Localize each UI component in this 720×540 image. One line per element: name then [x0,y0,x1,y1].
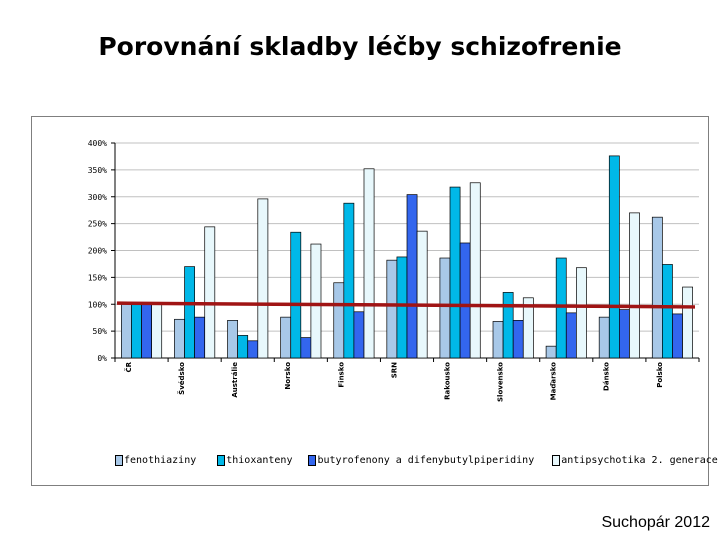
bar [174,318,185,359]
author-credit: Suchopár 2012 [601,514,710,531]
x-tick-label: Švédsko [177,362,186,395]
bar [662,264,673,359]
bar [492,321,504,359]
bar [257,198,269,359]
legend-item-thioxanteny: thioxanteny [217,455,292,466]
x-tick-label: Dánsko [603,362,611,391]
legend-item-butyrofenony: butyrofenony a difenybutylpiperidiny [308,455,534,466]
bar [682,286,693,359]
x-tick-label: Finsko [337,362,345,388]
bar [522,297,534,359]
bar [512,320,524,359]
bar [439,257,451,359]
bar [290,231,302,359]
y-tick-label: 50% [93,327,108,336]
y-tick-label: 150% [88,273,107,282]
bar [204,226,216,359]
bar [353,311,365,359]
bar [396,256,408,359]
bar [629,212,640,359]
bar [459,242,471,359]
y-tick-label: 100% [88,300,107,309]
x-tick-label: SRN [390,362,398,378]
y-tick-label: 200% [88,247,107,256]
legend-swatch-butyrofenony [308,455,317,466]
bar [247,340,259,359]
bar [555,257,567,359]
bar [227,320,238,359]
reference-line [116,301,696,309]
bar [619,309,630,359]
legend-swatch-antipsychotika [552,455,561,466]
bar [131,303,142,359]
x-tick-label: Norsko [284,362,292,390]
legend-swatch-thioxanteny [217,455,226,466]
bar [151,303,163,359]
bar [651,216,663,359]
bar [343,202,355,359]
y-tick-label: 300% [88,193,107,202]
bar [502,292,514,359]
y-tick-label: 350% [88,166,107,175]
legend-item-antipsychotika: antipsychotika 2. generace [552,455,718,466]
bar [386,259,398,359]
bar [469,182,481,359]
x-tick-label: Polsko [656,362,664,388]
x-tick-label: Austrálie [231,362,239,398]
legend-swatch-fenothiaziny [115,455,123,466]
x-tick-label: Rakousko [443,362,451,400]
bar [576,267,587,359]
chart-legend: fenothiaziny thioxanteny butyrofenony a … [115,455,718,466]
page-title: Porovnání skladby léčby schizofrenie [98,32,622,61]
bar [406,194,418,359]
bar-chart: 0% 50% 100% 150% 200% 250% 300% 350% 400% ČR Švéds… [88,139,700,402]
bar [598,316,610,359]
bar [449,186,461,359]
legend-label-thioxanteny: thioxanteny [226,455,293,466]
bar [300,337,312,359]
x-tick-label: Slovensko [497,362,505,402]
y-tick-label: 0% [97,354,107,363]
bar [184,266,195,359]
x-tick-label: ČR [124,361,133,372]
legend-item-fenothiaziny: fenothiaziny [115,455,196,466]
y-tick-label: 400% [88,139,107,148]
bar [363,168,375,359]
chart-frame: 0% 50% 100% 150% 200% 250% 300% 350% 400% ČR Švéds… [31,116,709,486]
bar [141,303,152,359]
bar [565,312,577,359]
bar [310,243,322,359]
y-tick-label: 250% [88,220,107,229]
bar [121,303,132,359]
bar [194,316,206,359]
legend-label-fenothiaziny: fenothiaziny [124,455,197,466]
legend-label-butyrofenony: butyrofenony a difenybutylpiperidiny [317,455,535,466]
bar [608,155,620,359]
bar [416,230,428,359]
bar [237,335,249,359]
bar [333,282,345,359]
x-tick-label: Maďarsko [550,362,558,401]
bar [545,345,557,359]
bar [672,313,683,359]
bar [280,316,292,359]
legend-label-antipsychotika: antipsychotika 2. generace [561,455,718,466]
